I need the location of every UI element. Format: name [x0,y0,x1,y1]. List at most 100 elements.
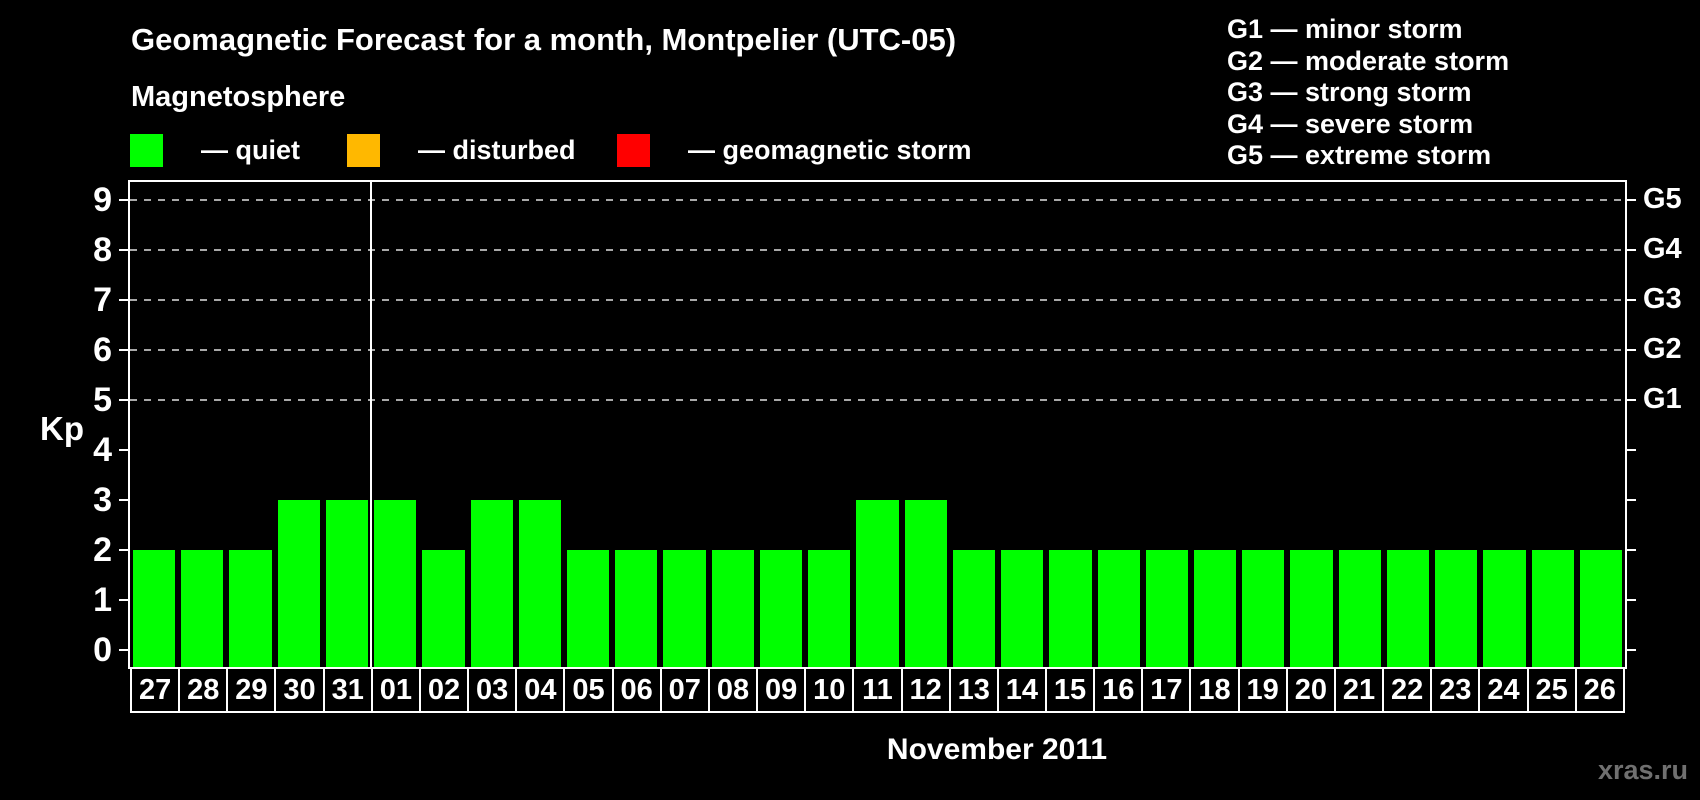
right-tick-8 [1625,249,1636,251]
kp-bar-day-11 [856,500,899,667]
date-cell-31: 31 [322,667,373,713]
legend-item-quiet: — quiet [130,134,300,167]
kp-bar-day-08 [711,550,754,667]
geomagnetic-storm-swatch-icon [617,134,650,167]
kp-bar-day-02 [422,550,465,667]
g-legend-line: G3 — strong storm [1227,77,1472,107]
date-cell-06: 06 [611,667,662,713]
legend-item-geomagnetic-storm: — geomagnetic storm [617,134,972,167]
kp-bar-day-19 [1242,550,1285,667]
x-axis-date-row: 27 28 29 30 31 01 02 03 04 05 06 07 08 09 10 11 12 13 14 15… [130,667,1625,713]
right-tick-7 [1625,299,1636,301]
gridline-kp8 [130,249,1625,251]
gridline-kp7 [130,299,1625,301]
date-cell-21: 21 [1333,667,1385,713]
watermark: xras.ru [1597,755,1688,785]
date-cell-07: 07 [659,667,710,713]
date-cell-11: 11 [852,667,903,713]
right-tick-1 [1625,599,1636,601]
right-tick-4 [1625,449,1636,451]
legend-item-disturbed: — disturbed [347,134,576,167]
kp-bar-day-27 [133,550,176,667]
left-tick-1 [119,599,130,601]
kp-bar-day-15 [1049,550,1092,667]
quiet-swatch-icon [130,134,163,167]
left-tick-2 [119,549,130,551]
date-cell-22: 22 [1382,667,1433,713]
chart-title: Geomagnetic Forecast for a month, Montpe… [131,22,957,57]
date-cell-16: 16 [1093,667,1144,713]
left-tick-5 [119,399,130,401]
left-tick-3 [119,499,130,501]
g-legend-line: G5 — extreme storm [1227,140,1492,170]
date-cell-29: 29 [226,667,277,713]
right-tick-2 [1625,549,1636,551]
date-cell-27: 27 [130,667,181,713]
date-cell-17: 17 [1141,667,1192,713]
kp-bar-day-10 [808,550,851,667]
kp-bar-day-13 [952,550,996,667]
right-axis-label-g3: G3 [1643,283,1682,315]
date-cell-28: 28 [178,667,229,713]
date-cell-13: 13 [948,667,999,713]
y-tick-label-8: 8 [93,231,112,269]
date-cell-20: 20 [1285,667,1336,713]
left-tick-7 [119,299,130,301]
date-cell-26: 26 [1574,667,1625,713]
right-axis-label-g2: G2 [1643,333,1682,365]
kp-bar-day-29 [229,550,272,667]
left-tick-6 [119,349,130,351]
kp-bar-day-26 [1579,550,1622,667]
month-separator-line [370,182,373,667]
y-axis-label: Kp [40,410,84,447]
date-cell-23: 23 [1430,667,1481,713]
kp-bar-day-18 [1193,550,1237,667]
g-legend-line: G1 — minor storm [1227,14,1463,44]
legend-label: — disturbed [418,135,576,165]
right-axis-label-g5: G5 [1643,183,1682,215]
left-tick-4 [119,449,130,451]
y-tick-label-4: 4 [93,431,112,469]
kp-bar-day-04 [518,500,562,667]
kp-bar-day-20 [1290,550,1333,667]
date-cell-30: 30 [274,667,325,713]
left-tick-8 [119,249,130,251]
date-cell-03: 03 [467,667,518,713]
gridline-kp5 [130,399,1625,401]
y-tick-label-9: 9 [93,181,112,219]
legend-label: — quiet [201,135,300,165]
right-axis-label-g4: G4 [1643,233,1682,265]
magnetosphere-subtitle: Magnetosphere [131,81,346,113]
date-cell-14: 14 [996,667,1047,713]
kp-bar-day-25 [1531,550,1574,667]
left-tick-0 [119,649,130,651]
date-cell-24: 24 [1478,667,1529,713]
date-cell-02: 02 [418,667,470,713]
kp-bar-day-07 [663,550,706,667]
y-tick-label-6: 6 [93,331,112,369]
kp-bar-day-31 [325,500,369,667]
right-axis-label-g1: G1 [1643,383,1682,415]
x-axis-month-label: November 2011 [886,733,1108,766]
y-tick-label-1: 1 [93,581,112,619]
gridline-kp6 [130,349,1625,351]
date-cell-15: 15 [1044,667,1096,713]
y-tick-label-2: 2 [93,531,112,569]
date-cell-08: 08 [707,667,759,713]
kp-bar-day-22 [1386,550,1430,667]
kp-bar-day-21 [1338,550,1381,667]
disturbed-swatch-icon [347,134,380,167]
y-tick-label-7: 7 [93,281,112,319]
date-cell-25: 25 [1526,667,1577,713]
date-cell-09: 09 [756,667,807,713]
kp-bar-day-16 [1097,550,1140,667]
y-tick-label-3: 3 [93,481,112,519]
kp-bar-day-28 [181,550,224,667]
left-tick-9 [119,199,130,201]
kp-bar-day-24 [1483,550,1526,667]
right-tick-0 [1625,649,1636,651]
kp-bar-day-03 [470,500,513,667]
date-cell-12: 12 [900,667,951,713]
kp-bar-day-09 [759,550,803,667]
